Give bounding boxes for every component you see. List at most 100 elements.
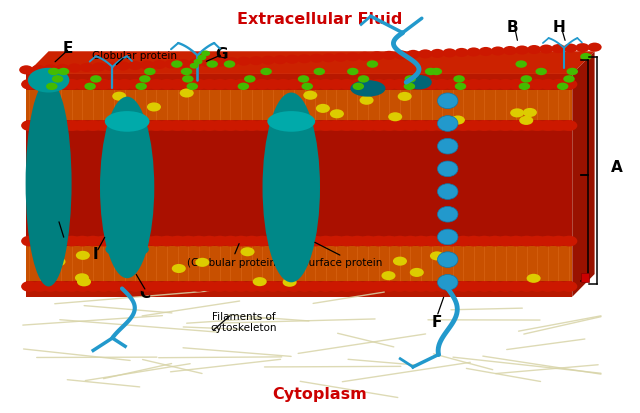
Circle shape bbox=[127, 281, 143, 292]
Circle shape bbox=[529, 80, 546, 90]
Circle shape bbox=[381, 236, 397, 247]
Circle shape bbox=[148, 236, 164, 247]
Circle shape bbox=[392, 281, 408, 292]
Circle shape bbox=[241, 248, 255, 256]
Circle shape bbox=[51, 258, 65, 267]
Text: D: D bbox=[57, 234, 70, 249]
Circle shape bbox=[95, 121, 112, 132]
Circle shape bbox=[434, 80, 451, 90]
Circle shape bbox=[201, 51, 210, 57]
Circle shape bbox=[339, 236, 355, 247]
Circle shape bbox=[540, 236, 556, 247]
Circle shape bbox=[527, 274, 541, 283]
Circle shape bbox=[243, 236, 260, 247]
Circle shape bbox=[42, 121, 59, 132]
Circle shape bbox=[423, 80, 440, 90]
Circle shape bbox=[32, 236, 48, 247]
Circle shape bbox=[243, 121, 260, 132]
Circle shape bbox=[169, 236, 186, 247]
Circle shape bbox=[508, 281, 524, 292]
Circle shape bbox=[371, 281, 387, 292]
Circle shape bbox=[307, 80, 323, 90]
Text: I: I bbox=[92, 246, 98, 261]
Circle shape bbox=[138, 281, 154, 292]
Circle shape bbox=[95, 281, 112, 292]
Circle shape bbox=[339, 281, 355, 292]
Circle shape bbox=[177, 60, 191, 69]
Circle shape bbox=[529, 281, 546, 292]
Circle shape bbox=[180, 80, 196, 90]
Circle shape bbox=[264, 281, 281, 292]
Circle shape bbox=[515, 61, 527, 69]
Bar bbox=[581, 273, 589, 282]
Circle shape bbox=[42, 236, 59, 247]
Ellipse shape bbox=[438, 161, 458, 177]
Circle shape bbox=[491, 47, 505, 57]
Circle shape bbox=[180, 281, 196, 292]
Circle shape bbox=[508, 121, 524, 132]
Polygon shape bbox=[26, 247, 572, 281]
Circle shape bbox=[32, 281, 48, 292]
Circle shape bbox=[349, 80, 365, 90]
Circle shape bbox=[371, 80, 387, 90]
Circle shape bbox=[275, 80, 292, 90]
Circle shape bbox=[423, 236, 440, 247]
Circle shape bbox=[159, 281, 175, 292]
Circle shape bbox=[68, 64, 82, 73]
Circle shape bbox=[529, 236, 546, 247]
Circle shape bbox=[254, 121, 271, 132]
Circle shape bbox=[307, 236, 323, 247]
Circle shape bbox=[529, 121, 546, 132]
Circle shape bbox=[455, 236, 472, 247]
Circle shape bbox=[138, 80, 154, 90]
Circle shape bbox=[381, 271, 396, 280]
Circle shape bbox=[561, 80, 577, 90]
Circle shape bbox=[392, 236, 408, 247]
Text: H: H bbox=[553, 20, 566, 35]
Ellipse shape bbox=[105, 112, 150, 133]
Circle shape bbox=[425, 69, 436, 76]
Circle shape bbox=[404, 76, 416, 83]
Circle shape bbox=[285, 236, 302, 247]
Circle shape bbox=[79, 64, 93, 73]
Circle shape bbox=[317, 281, 334, 292]
Circle shape bbox=[358, 52, 372, 62]
Circle shape bbox=[116, 80, 133, 90]
Text: Surface protein: Surface protein bbox=[302, 257, 383, 267]
Circle shape bbox=[21, 281, 38, 292]
Circle shape bbox=[53, 121, 70, 132]
Circle shape bbox=[116, 236, 133, 247]
Circle shape bbox=[144, 69, 156, 76]
Polygon shape bbox=[26, 52, 595, 75]
Circle shape bbox=[140, 61, 154, 70]
Circle shape bbox=[430, 252, 444, 261]
Circle shape bbox=[243, 80, 260, 90]
Circle shape bbox=[159, 80, 175, 90]
Ellipse shape bbox=[438, 139, 458, 154]
Circle shape bbox=[116, 121, 133, 132]
Polygon shape bbox=[572, 52, 595, 297]
Circle shape bbox=[191, 121, 207, 132]
Circle shape bbox=[317, 236, 334, 247]
Circle shape bbox=[104, 63, 118, 72]
Ellipse shape bbox=[438, 275, 458, 290]
Circle shape bbox=[486, 121, 503, 132]
Circle shape bbox=[63, 121, 80, 132]
Circle shape bbox=[63, 281, 80, 292]
Circle shape bbox=[367, 61, 378, 69]
Ellipse shape bbox=[438, 94, 458, 109]
Circle shape bbox=[588, 43, 602, 52]
Circle shape bbox=[510, 109, 524, 118]
Circle shape bbox=[201, 281, 218, 292]
Circle shape bbox=[444, 236, 461, 247]
Circle shape bbox=[394, 51, 408, 60]
Circle shape bbox=[148, 281, 164, 292]
Circle shape bbox=[116, 62, 130, 71]
Circle shape bbox=[283, 278, 297, 287]
Circle shape bbox=[63, 236, 80, 247]
Circle shape bbox=[527, 46, 541, 55]
Circle shape bbox=[21, 236, 38, 247]
Circle shape bbox=[476, 236, 493, 247]
Circle shape bbox=[347, 69, 358, 76]
Circle shape bbox=[261, 57, 275, 66]
